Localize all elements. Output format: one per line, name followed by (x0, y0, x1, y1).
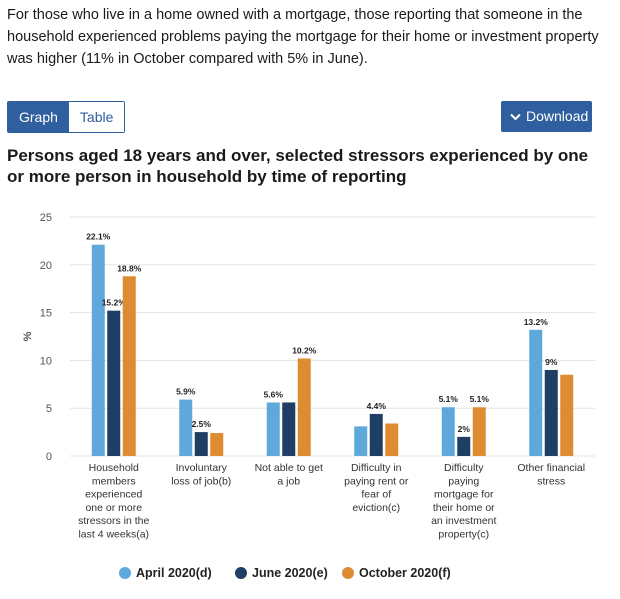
y-axis-label: % (22, 331, 34, 341)
x-category-label: one or more (85, 502, 142, 514)
bar-chart: 0 5 10 15 20 25% 22.1% 15.2% 18.8% Householdmembe… (22, 212, 595, 580)
x-category-label: Difficulty (444, 462, 484, 474)
x-category-label: a job (277, 475, 300, 487)
bar (107, 310, 121, 456)
bar (266, 402, 280, 456)
x-category-label: fear of (361, 489, 391, 501)
y-tick-label: 20 (40, 260, 52, 272)
x-category-label: members (92, 475, 136, 487)
y-tick-label: 10 (40, 355, 52, 367)
x-category-label: eviction(c) (352, 502, 400, 514)
x-category-label: Difficulty in (351, 462, 402, 474)
data-label: 9% (545, 357, 558, 367)
bar (122, 276, 136, 456)
bar (441, 407, 455, 456)
tab-graph[interactable]: Graph (8, 102, 69, 132)
bar (179, 399, 193, 456)
bar (472, 407, 486, 456)
bar (457, 436, 471, 456)
x-category-label: Involuntary (176, 462, 228, 474)
legend-marker (342, 567, 354, 579)
data-label: 2% (458, 424, 471, 434)
bar (385, 423, 399, 456)
legend-label: April 2020(d) (136, 566, 212, 580)
bar (91, 244, 105, 456)
data-label: 5.6% (264, 389, 284, 399)
download-label: Download (526, 108, 589, 124)
x-category-label: Household (89, 462, 139, 474)
data-label: 15.2% (102, 298, 127, 308)
legend-marker (119, 567, 131, 579)
data-label: 5.9% (176, 387, 196, 397)
x-category-label: stressors in the (78, 515, 149, 527)
bar (210, 433, 224, 456)
legend-label: October 2020(f) (359, 566, 451, 580)
legend-marker (235, 567, 247, 579)
y-tick-label: 0 (46, 451, 52, 463)
data-label: 13.2% (524, 317, 549, 327)
data-label: 2.5% (192, 419, 212, 429)
y-tick-label: 25 (40, 212, 52, 224)
legend-label: June 2020(e) (252, 566, 328, 580)
x-category-label: Other financial (517, 462, 585, 474)
y-tick-label: 5 (46, 403, 52, 415)
bar (369, 413, 383, 456)
x-category-label: stress (537, 475, 565, 487)
view-toggle: Graph Table (7, 101, 126, 133)
data-label: 10.2% (292, 345, 317, 355)
chart-title: Persons aged 18 years and over, selected… (7, 146, 589, 186)
x-category-label: mortgage for (434, 489, 494, 501)
x-category-label: Not able to get (255, 462, 323, 474)
download-button[interactable]: Download (501, 101, 592, 132)
bar (194, 432, 208, 456)
bar (560, 374, 574, 456)
data-label: 18.8% (117, 263, 142, 273)
bar (544, 369, 558, 456)
bar (529, 329, 543, 456)
x-category-label: experienced (85, 489, 142, 501)
x-category-label: an investment (431, 515, 496, 527)
bar (282, 402, 296, 456)
bar (297, 358, 311, 456)
x-category-label: paying (448, 475, 479, 487)
data-label: 4.4% (367, 401, 387, 411)
x-category-label: loss of job(b) (171, 475, 231, 487)
x-category-label: paying rent or (344, 475, 409, 487)
x-category-label: last 4 weeks(a) (78, 529, 149, 541)
bar (354, 426, 368, 456)
data-label: 5.1% (470, 394, 490, 404)
tab-table[interactable]: Table (68, 102, 125, 132)
data-label: 22.1% (86, 232, 111, 242)
y-tick-label: 15 (40, 308, 52, 320)
chevron-down-icon (510, 113, 521, 120)
x-category-label: their home or (433, 502, 495, 514)
intro-paragraph: For those who live in a home owned with … (7, 7, 599, 67)
x-category-label: property(c) (438, 529, 489, 541)
data-label: 5.1% (439, 394, 459, 404)
